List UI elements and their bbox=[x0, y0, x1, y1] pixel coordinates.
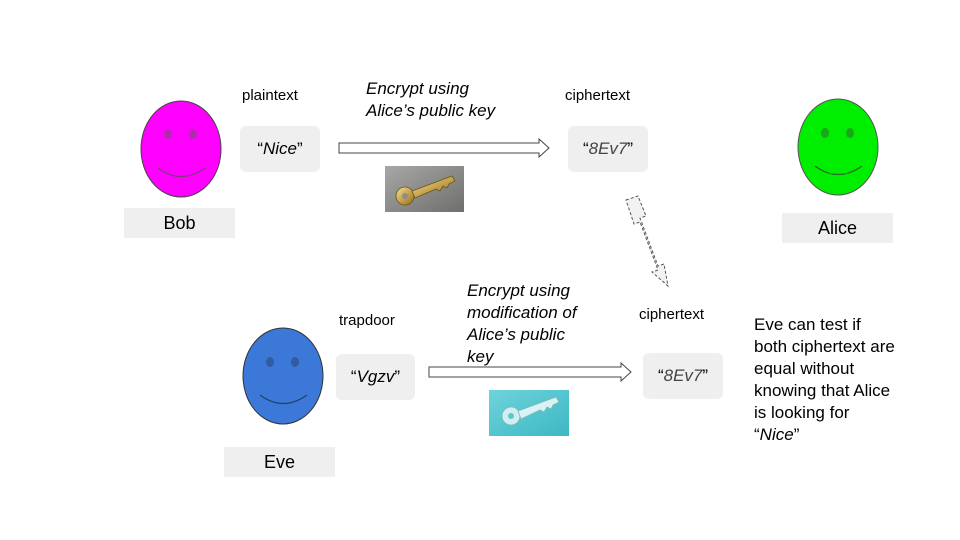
alice-face bbox=[797, 98, 879, 196]
bob-ciphertext-box: “8Ev7” bbox=[568, 126, 648, 172]
caption-line: Alice’s public bbox=[467, 325, 565, 344]
trapdoor-box: “Vgzv” bbox=[336, 354, 415, 400]
quote-open: “ bbox=[257, 139, 263, 158]
bob-encrypt-arrow bbox=[338, 137, 550, 159]
bob-name-label: Bob bbox=[124, 208, 235, 238]
brass-key-icon bbox=[385, 166, 464, 212]
ciphertext-value: 8Ev7 bbox=[588, 139, 628, 158]
trapdoor-label: trapdoor bbox=[339, 312, 395, 329]
explanation-note: Eve can test if both ciphertext are equa… bbox=[754, 314, 954, 446]
bob-ciphertext-label: ciphertext bbox=[565, 87, 631, 104]
plaintext-box: “Nice” bbox=[240, 126, 320, 172]
quote-close: ” bbox=[702, 366, 709, 385]
cyan-key-icon bbox=[489, 390, 569, 436]
eve-ciphertext-label: ciphertext bbox=[639, 306, 705, 323]
quote-close: ” bbox=[793, 425, 800, 444]
note-line: is looking for bbox=[754, 403, 850, 422]
note-line: “Nice” bbox=[754, 424, 954, 446]
ciphertext-value: 8Ev7 bbox=[663, 366, 703, 385]
bob-face bbox=[140, 100, 222, 198]
plaintext-label: plaintext bbox=[242, 87, 298, 104]
eve-face bbox=[242, 327, 324, 425]
quote-close: ” bbox=[627, 139, 634, 158]
quote-close: ” bbox=[297, 139, 303, 158]
alice-name-label: Alice bbox=[782, 213, 893, 243]
bob-name-text: Bob bbox=[163, 212, 196, 233]
note-line: Eve can test if bbox=[754, 315, 861, 334]
quote-open: “ bbox=[582, 139, 589, 158]
caption-line: Encrypt using bbox=[467, 281, 570, 300]
double-headed-dashed-arrow-icon bbox=[625, 195, 669, 288]
note-line: equal without bbox=[754, 359, 855, 378]
eve-encrypt-arrow bbox=[428, 361, 632, 383]
note-line: knowing that Alice bbox=[754, 381, 891, 400]
eve-ciphertext-box: “8Ev7” bbox=[643, 353, 723, 399]
note-nice-value: Nice bbox=[759, 425, 794, 444]
eve-name-text: Eve bbox=[263, 451, 296, 472]
note-line: both ciphertext are bbox=[754, 337, 895, 356]
quote-open: “ bbox=[350, 367, 357, 386]
caption-line: Alice’s public key bbox=[366, 101, 496, 120]
eve-encrypt-caption: Encrypt using modification of Alice’s pu… bbox=[467, 280, 577, 368]
alice-name-text: Alice bbox=[817, 217, 857, 238]
quote-open: “ bbox=[754, 425, 760, 444]
bob-encrypt-caption: Encrypt using Alice’s public key bbox=[366, 78, 495, 122]
plaintext-value: Nice bbox=[262, 139, 297, 158]
quote-close: ” bbox=[394, 367, 401, 386]
caption-line: modification of bbox=[467, 303, 577, 322]
caption-line: key bbox=[467, 347, 494, 366]
trapdoor-value: Vgzv bbox=[356, 367, 395, 386]
quote-open: “ bbox=[657, 366, 664, 385]
caption-line: Encrypt using bbox=[366, 79, 469, 98]
eve-name-label: Eve bbox=[224, 447, 335, 477]
